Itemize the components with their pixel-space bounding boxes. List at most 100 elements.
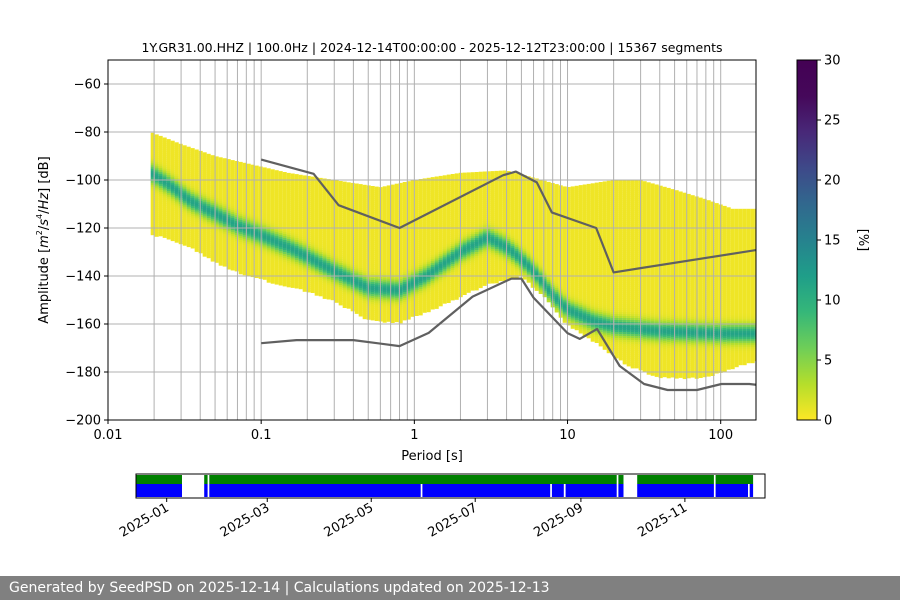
density-cell [226, 181, 231, 184]
density-cell [218, 247, 223, 250]
density-cell [218, 207, 223, 210]
density-cell [266, 202, 271, 205]
density-cell [266, 256, 271, 259]
density-cell [290, 259, 295, 262]
density-cell [326, 247, 331, 250]
density-cell [426, 307, 431, 311]
density-cell [302, 271, 307, 274]
density-cell [466, 232, 471, 235]
density-cell [154, 158, 159, 161]
density-cell [318, 265, 323, 269]
density-cell [206, 169, 211, 173]
density-cell [398, 300, 403, 304]
density-cell [222, 188, 227, 191]
density-cell [406, 269, 411, 272]
density-cell [278, 195, 283, 198]
density-cell [426, 255, 431, 259]
density-cell [470, 228, 475, 231]
density-cell [154, 214, 159, 217]
density-cell [190, 180, 195, 183]
density-cell [182, 167, 187, 170]
density-cell [322, 250, 327, 253]
density-cell [206, 251, 211, 255]
density-cell [430, 197, 435, 200]
density-cell [322, 246, 327, 249]
density-cell [214, 258, 219, 261]
density-cell [350, 190, 355, 194]
density-cell [298, 238, 303, 242]
density-cell [478, 279, 483, 283]
density-cell [386, 277, 391, 280]
density-cell [290, 221, 295, 224]
density-cell [474, 192, 479, 195]
density-cell [406, 293, 411, 296]
density-cell [374, 258, 379, 261]
density-cell [482, 283, 487, 286]
density-cell [410, 212, 415, 215]
density-cell [338, 251, 343, 254]
density-cell [358, 250, 363, 253]
density-cell [390, 250, 395, 253]
density-cell [362, 268, 367, 272]
density-cell [350, 288, 355, 292]
density-cell [402, 318, 407, 321]
density-cell [322, 272, 327, 275]
density-cell [274, 276, 279, 279]
density-cell [326, 183, 331, 186]
density-cell [238, 227, 243, 231]
density-cell [354, 281, 359, 284]
density-cell [354, 271, 359, 274]
density-cell [254, 247, 259, 250]
density-cell [314, 243, 319, 246]
density-cell [466, 264, 471, 267]
density-cell [270, 183, 275, 186]
density-cell [274, 228, 279, 231]
density-cell [238, 165, 243, 169]
density-cell [250, 176, 255, 180]
density-cell [182, 187, 187, 190]
density-cell [314, 269, 319, 272]
density-cell [234, 231, 239, 234]
density-cell [434, 296, 439, 299]
density-cell [294, 252, 299, 255]
density-cell [418, 193, 423, 196]
density-cell [330, 271, 335, 275]
density-cell [154, 170, 159, 173]
density-cell [182, 155, 187, 158]
density-cell [306, 208, 311, 211]
density-cell [406, 285, 411, 288]
density-cell [374, 194, 379, 197]
density-cell [286, 244, 291, 248]
density-cell [166, 203, 171, 206]
density-cell [342, 233, 347, 236]
density-cell [330, 235, 335, 239]
density-cell [346, 224, 351, 227]
density-cell [406, 213, 411, 216]
density-cell [486, 185, 491, 188]
density-cell [222, 250, 227, 253]
density-cell [386, 233, 391, 236]
density-cell [474, 266, 479, 269]
density-cell [342, 255, 347, 258]
density-cell [170, 142, 175, 146]
density-cell [398, 210, 403, 214]
density-cell [282, 244, 287, 247]
density-cell [298, 266, 303, 270]
density-cell [454, 275, 459, 278]
density-cell [182, 173, 187, 176]
density-cell [326, 197, 331, 200]
density-cell [282, 272, 287, 275]
density-cell [406, 291, 411, 294]
density-cell [318, 189, 323, 193]
density-cell [314, 249, 319, 252]
density-cell [402, 206, 407, 209]
density-cell [414, 263, 419, 266]
density-cell [438, 273, 443, 277]
density-cell [194, 199, 199, 202]
density-cell [402, 204, 407, 207]
density-cell [446, 254, 451, 257]
density-cell [326, 221, 331, 224]
density-cell [234, 195, 239, 198]
density-cell [286, 220, 291, 224]
